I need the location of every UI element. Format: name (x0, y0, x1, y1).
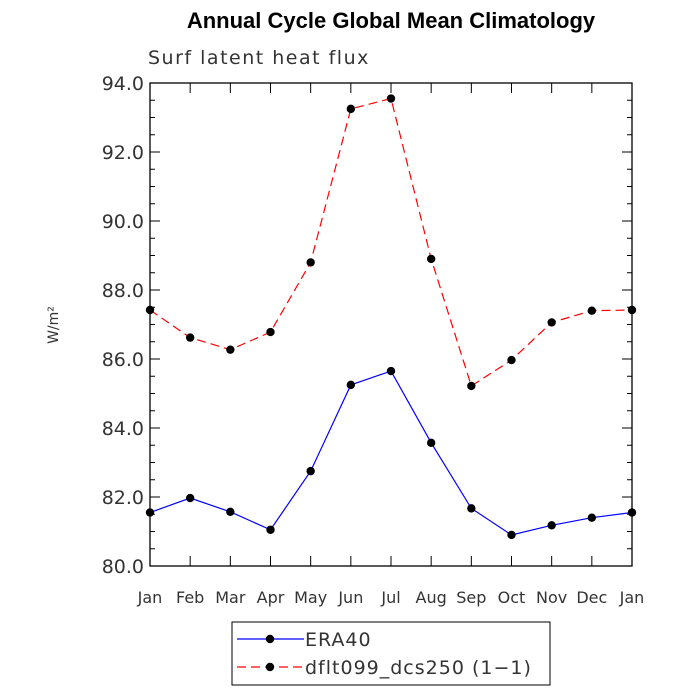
x-tick-label: Nov (536, 588, 567, 607)
series-2-point (185, 333, 195, 342)
x-tick-label: Mar (215, 588, 246, 607)
x-tick-label: Apr (257, 588, 285, 607)
y-tick-label: 86.0 (102, 349, 144, 371)
series-1-point (467, 504, 476, 513)
plot-frame (149, 82, 633, 567)
series-1-point (426, 438, 436, 448)
series-2-point (386, 94, 396, 103)
y-tick-label: 84.0 (102, 418, 144, 440)
series-2-point (226, 345, 235, 354)
series-1-point (185, 493, 195, 503)
series-line-1 (149, 370, 633, 536)
legend-label-2: dflt099_dcs250 (1−1) (305, 657, 532, 679)
x-tick-label: May (294, 588, 327, 607)
x-tick-label: Dec (576, 588, 607, 607)
series-1-point (306, 466, 315, 476)
series-1-point (627, 508, 637, 517)
legend-box (231, 621, 551, 686)
series-2-point (346, 104, 356, 114)
legend-swatch-marker-2 (265, 662, 275, 672)
series-1-point (346, 380, 356, 390)
chart-title: Annual Cycle Global Mean Climatology (186, 8, 596, 33)
series-1-point (587, 513, 597, 522)
series-2-point (426, 254, 436, 264)
series-1-point (507, 530, 516, 540)
y-tick-label: 90.0 (102, 211, 144, 233)
x-tick-label: Oct (498, 588, 526, 607)
y-tick-label: 94.0 (102, 73, 144, 95)
x-tick-label: Jun (337, 588, 363, 607)
x-tick-label: Jan (619, 588, 645, 607)
y-tick-label: 80.0 (102, 556, 144, 578)
series-2-point (145, 305, 155, 315)
series-2-point (547, 318, 556, 327)
series-1-point (226, 507, 235, 517)
series-line-2 (149, 97, 633, 387)
x-tick-label: Jan (137, 588, 163, 607)
y-tick-label: 88.0 (102, 280, 144, 302)
series-2-point (266, 327, 275, 337)
x-tick-label: Feb (176, 588, 204, 607)
series-1-point (386, 366, 396, 376)
series-2-point (467, 381, 476, 391)
x-tick-label: Aug (416, 588, 447, 607)
series-2-point (627, 305, 637, 315)
series-1-point (145, 508, 155, 517)
y-tick-label: 82.0 (102, 487, 144, 509)
series-1-point (266, 525, 275, 534)
series-2-point (507, 355, 516, 365)
series-2-point (587, 306, 597, 315)
series-1-point (547, 521, 556, 530)
series-2-point (306, 258, 315, 267)
x-tick-label: Sep (456, 588, 486, 607)
x-tick-label: Jul (380, 588, 400, 607)
chart-subtitle: Surf latent heat flux (148, 47, 370, 69)
y-tick-label: 92.0 (102, 142, 144, 164)
legend-label-1: ERA40 (305, 629, 372, 651)
legend-swatch-marker-1 (265, 634, 275, 644)
